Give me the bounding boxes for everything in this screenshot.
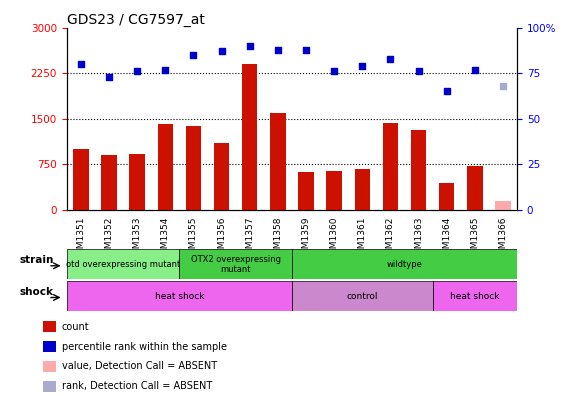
Bar (467, 166, 483, 210)
Text: OTX2 overexpressing
mutant: OTX2 overexpressing mutant (191, 255, 281, 274)
Bar (298, 172, 314, 210)
Bar (439, 183, 454, 210)
Bar (157, 124, 173, 210)
Text: value, Detection Call = ABSENT: value, Detection Call = ABSENT (62, 361, 217, 371)
Point (217, 48, 226, 55)
Bar (130, 154, 145, 210)
Bar (242, 64, 257, 210)
Bar (101, 155, 117, 210)
Point (273, 46, 282, 53)
Bar (42, 361, 56, 372)
Point (329, 68, 339, 74)
Text: strain: strain (20, 255, 54, 265)
Point (245, 43, 254, 49)
Text: percentile rank within the sample: percentile rank within the sample (62, 341, 227, 352)
Point (132, 68, 142, 74)
Bar (42, 381, 56, 392)
Text: otd overexpressing mutant: otd overexpressing mutant (66, 260, 180, 269)
Point (498, 83, 508, 89)
Text: heat shock: heat shock (155, 291, 204, 301)
Point (386, 55, 395, 62)
Bar (292, 249, 517, 279)
Bar (214, 143, 229, 210)
Point (189, 52, 198, 58)
Point (161, 67, 170, 73)
Bar (67, 249, 180, 279)
Text: control: control (346, 291, 378, 301)
Bar (42, 341, 56, 352)
Point (105, 74, 114, 80)
Text: wildtype: wildtype (386, 260, 422, 269)
Bar (354, 169, 370, 210)
Bar (42, 321, 56, 332)
Text: GDS23 / CG7597_at: GDS23 / CG7597_at (67, 13, 205, 27)
Bar (270, 113, 286, 210)
Bar (186, 126, 201, 210)
Bar (433, 281, 517, 311)
Point (470, 67, 479, 73)
Bar (327, 171, 342, 210)
Point (76, 61, 85, 67)
Point (358, 63, 367, 69)
Bar (411, 130, 426, 210)
Text: rank, Detection Call = ABSENT: rank, Detection Call = ABSENT (62, 381, 212, 391)
Point (442, 88, 451, 95)
Bar (383, 123, 398, 210)
Point (414, 68, 423, 74)
Point (302, 46, 311, 53)
Bar (67, 281, 292, 311)
Text: shock: shock (20, 287, 54, 297)
Bar (292, 281, 433, 311)
Bar (73, 149, 89, 210)
Bar (180, 249, 292, 279)
Text: heat shock: heat shock (450, 291, 500, 301)
Bar (495, 201, 511, 210)
Text: count: count (62, 322, 89, 332)
